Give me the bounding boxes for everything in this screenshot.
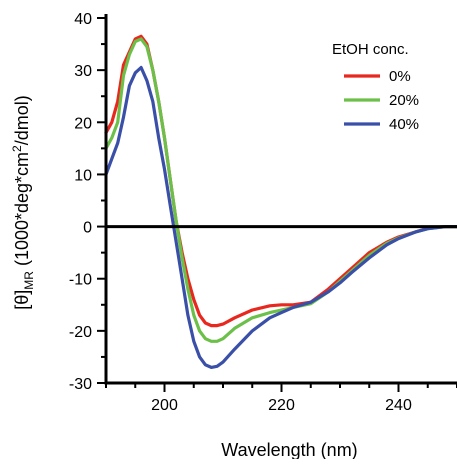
y-axis-title-units: (1000*deg*cm (12, 152, 32, 271)
y-axis-title-symbol: [θ] (12, 290, 32, 310)
tick-labels: -30 -20 -10 0 10 20 30 40 200 220 240 (69, 11, 412, 414)
legend-title: EtOH conc. (332, 41, 409, 58)
series-line-0 (104, 34, 457, 328)
legend-label-2: 40% (389, 116, 419, 133)
y-tick-label: 0 (83, 220, 92, 237)
series-line-1 (104, 37, 457, 343)
y-tick-label: 40 (74, 11, 92, 28)
y-tick-label: -20 (69, 324, 92, 341)
legend: EtOH conc. 0% 20% 40% (332, 41, 419, 133)
y-tick-label: -10 (69, 272, 92, 289)
legend-label-1: 20% (389, 92, 419, 109)
axes (97, 14, 457, 392)
y-tick-label: 10 (74, 167, 92, 184)
y-tick-label: 30 (74, 63, 92, 80)
y-tick-label: -30 (69, 376, 92, 393)
legend-label-0: 0% (389, 68, 411, 85)
x-tick-label: 200 (151, 397, 178, 414)
x-axis-title: Wavelength (nm) (221, 440, 357, 459)
y-axis-title-units-end: /dmol) (12, 95, 32, 145)
x-tick-label: 240 (385, 397, 412, 414)
series-line-2 (104, 65, 457, 369)
y-axis-title-superscript: 2 (10, 145, 24, 152)
y-tick-label: 20 (74, 115, 92, 132)
series-lines (104, 34, 457, 369)
y-axis-title: [θ]MR (1000*deg*cm2/dmol) (10, 95, 36, 309)
x-tick-label: 220 (268, 397, 295, 414)
y-axis-title-subscript: MR (22, 271, 36, 290)
